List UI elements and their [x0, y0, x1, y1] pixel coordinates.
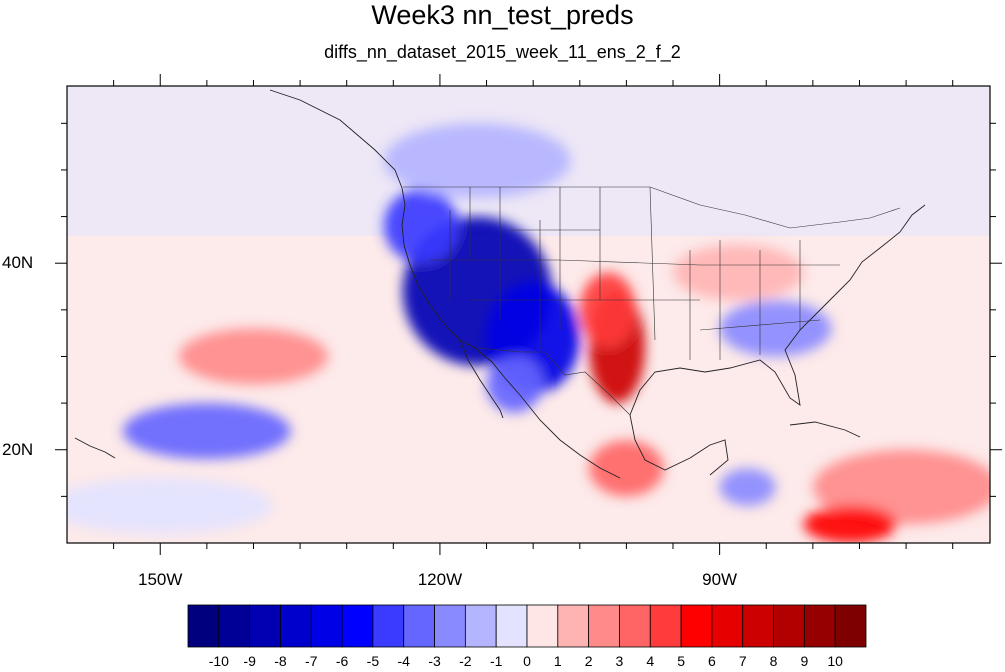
colorbar-label: -4 — [398, 653, 411, 669]
colorbar-swatch — [341, 604, 374, 648]
mexico-pacific-coast — [519, 394, 621, 479]
colorbar-label: -1 — [490, 653, 503, 669]
colorbar-swatch — [372, 604, 405, 648]
y-ticks — [55, 122, 1002, 497]
colorbar-label: -2 — [459, 653, 472, 669]
colorbar-swatch — [403, 604, 435, 648]
colorbar-label: -5 — [367, 653, 380, 669]
field-blob-14 — [719, 468, 776, 506]
colorbar-swatch — [187, 604, 220, 648]
colorbar-swatch — [495, 604, 528, 648]
x-ticks — [113, 74, 954, 555]
colorbar-label: 6 — [708, 653, 716, 669]
colorbar-swatch — [711, 604, 744, 648]
field-blob-5 — [122, 403, 291, 460]
colorbar-swatch — [526, 604, 559, 648]
colorbar-label: -7 — [305, 653, 318, 669]
canada-coast — [269, 89, 403, 189]
colorbar-label: 4 — [646, 653, 654, 669]
colorbar-label: -3 — [428, 653, 441, 669]
colorbar-label: 7 — [739, 653, 747, 669]
hawaii — [74, 437, 116, 459]
colorbar-swatch — [619, 604, 651, 648]
colorbar-swatch — [249, 604, 281, 648]
us-east-coast — [834, 204, 926, 296]
colorbar-label: -10 — [209, 653, 229, 669]
colorbar-label: -9 — [243, 653, 256, 669]
colorbar-swatch — [680, 604, 713, 648]
field-blob-2 — [383, 188, 459, 264]
field-blob-8 — [178, 328, 329, 385]
colorbar-swatch — [803, 604, 836, 648]
colorbar-label: -6 — [336, 653, 349, 669]
mexico-gulf-coast — [629, 414, 691, 471]
map-title: Week3 nn_test_preds — [371, 0, 634, 30]
colorbar-swatch — [218, 604, 251, 648]
colorbar-label: 5 — [677, 653, 685, 669]
us-mexico-border — [477, 347, 631, 416]
state-lines-west — [430, 187, 600, 350]
x-tick-label: 120W — [417, 570, 463, 589]
field-blob-10 — [812, 449, 990, 525]
field-blob-4 — [579, 272, 636, 348]
colorbar-swatch — [588, 604, 620, 648]
colorbar-swatch — [742, 604, 774, 648]
colorbar: -10 -9 -8 -7 -6 -5 -4 -3 -2 -1 0 1 2 3 4 5 6 7 8 9 10 — [187, 604, 867, 669]
colorbar-label: 1 — [554, 653, 562, 669]
colorbar-label: 0 — [523, 653, 531, 669]
field-blob-11 — [803, 505, 897, 543]
us-west-coast — [401, 187, 521, 396]
gulf-coast — [629, 294, 836, 416]
state-lines-central — [559, 186, 701, 360]
field-blobs — [67, 123, 990, 543]
x-tick-label: 90W — [702, 570, 738, 589]
baja-california — [459, 339, 504, 419]
colorbar-label: 3 — [616, 653, 624, 669]
colorbar-label: 2 — [585, 653, 593, 669]
colorbar-label: 9 — [800, 653, 808, 669]
x-tick-label: 150W — [138, 570, 183, 589]
colorbar-swatch — [557, 604, 590, 648]
coastlines — [74, 89, 926, 479]
state-borders — [403, 186, 901, 416]
colorbar-swatch — [464, 604, 497, 648]
field-blob-12 — [383, 123, 571, 198]
field-blob-13 — [67, 477, 273, 534]
field-blob-7 — [673, 244, 804, 301]
colorbar-label: 10 — [827, 653, 843, 669]
yucatan — [689, 439, 729, 476]
map-subtitle: diffs_nn_dataset_2015_week_11_ens_2_f_2 — [324, 42, 681, 62]
colorbar-swatch — [310, 604, 343, 648]
colorbar-swatch — [280, 604, 312, 648]
field-blob-9 — [589, 440, 664, 497]
y-tick-label: 40N — [2, 253, 34, 273]
y-tick-label: 20N — [2, 439, 34, 459]
colorbar-swatch — [434, 604, 466, 648]
map-plot-area — [67, 86, 990, 543]
map-frame — [66, 85, 991, 544]
canada-us-border — [403, 186, 901, 229]
colorbar-label: -8 — [274, 653, 287, 669]
colorbar-swatch — [649, 604, 682, 648]
state-lines-east — [699, 240, 840, 360]
cuba — [789, 421, 861, 438]
colorbar-swatch — [834, 604, 867, 648]
colorbar-label: 8 — [770, 653, 778, 669]
field-blob-15 — [486, 356, 543, 413]
colorbar-swatch — [773, 604, 805, 648]
field-blob-6 — [719, 300, 832, 357]
